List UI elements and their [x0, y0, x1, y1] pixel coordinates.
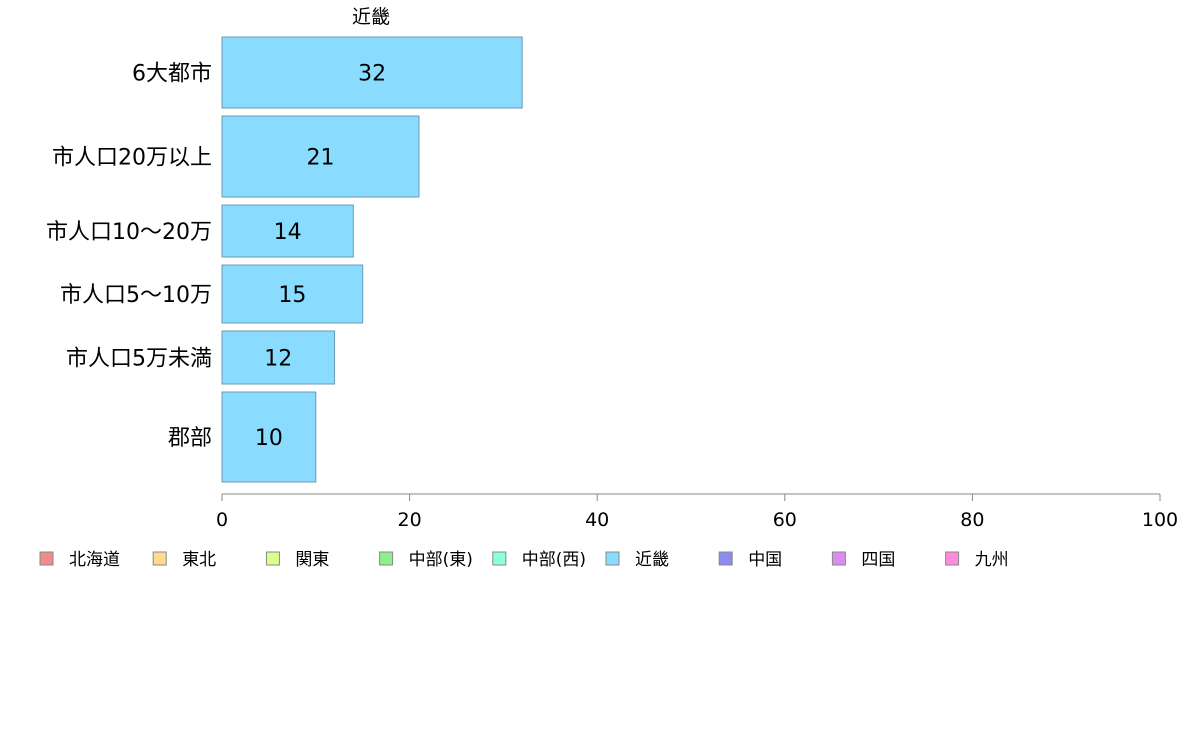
data-label: 14 — [274, 220, 302, 245]
legend-label: 中部(西) — [522, 550, 586, 570]
data-label: 12 — [264, 347, 292, 372]
x-tick-label: 0 — [216, 509, 228, 531]
x-tick-label: 80 — [960, 509, 984, 531]
x-tick-label: 60 — [773, 509, 797, 531]
data-label: 10 — [255, 426, 283, 451]
legend: 北海道 東北 関東 中部(東) 中部(西) 近畿 中国 四国 九州 — [39, 550, 1009, 570]
legend-swatch — [39, 551, 54, 566]
bar — [221, 391, 317, 483]
chart-title: 近畿 — [352, 6, 390, 28]
data-label: 32 — [358, 62, 386, 87]
x-tick-label: 100 — [1142, 509, 1178, 531]
x-tick-label: 20 — [398, 509, 422, 531]
legend-label: 関東 — [295, 550, 329, 570]
category-label: 市人口20万以上 — [52, 146, 212, 171]
legend-label: 東北 — [182, 550, 216, 570]
legend-swatch — [152, 551, 167, 566]
bar — [221, 330, 336, 385]
category-label: 市人口5〜10万 — [60, 283, 212, 308]
legend-label: 近畿 — [635, 550, 669, 570]
legend-swatch — [718, 551, 733, 566]
x-axis: 0 20 40 60 80 100 — [216, 493, 1178, 531]
category-label: 市人口10〜20万 — [46, 220, 212, 245]
category-label: 6大都市 — [132, 62, 212, 87]
category-label: 市人口5万未満 — [66, 347, 212, 372]
legend-swatch — [605, 551, 620, 566]
data-label: 21 — [306, 146, 334, 171]
legend-swatch — [831, 551, 846, 566]
legend-label: 四国 — [861, 550, 895, 570]
bars-group: 6大都市 32 市人口20万以上 21 市人口10〜20万 14 市人口5〜10万 15 市人口… — [46, 36, 523, 483]
x-tick-label: 40 — [585, 509, 609, 531]
bar — [221, 204, 354, 258]
bar — [221, 36, 523, 109]
legend-swatch — [945, 551, 960, 566]
legend-label: 中国 — [748, 550, 782, 570]
data-label: 15 — [278, 283, 306, 308]
legend-swatch — [265, 551, 280, 566]
category-label: 郡部 — [168, 426, 212, 451]
legend-label: 北海道 — [69, 550, 120, 570]
legend-label: 中部(東) — [409, 550, 473, 570]
bar — [221, 264, 364, 324]
legend-swatch — [492, 551, 507, 566]
bar — [221, 115, 420, 198]
legend-swatch — [379, 551, 394, 566]
legend-label: 九州 — [975, 550, 1009, 570]
